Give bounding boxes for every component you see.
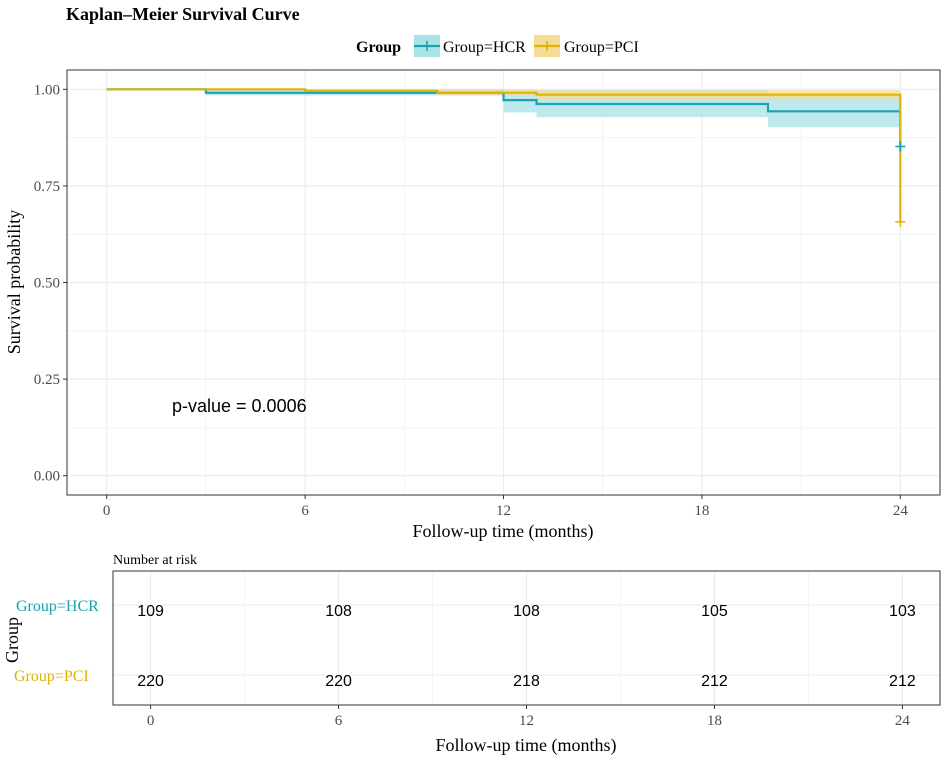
x-tick-label: 24 xyxy=(893,503,909,519)
legend-key-hcr xyxy=(414,35,440,57)
risk-cell-pci: 218 xyxy=(513,673,540,690)
risk-cell-hcr: 105 xyxy=(701,603,728,620)
confidence-band-pci xyxy=(106,89,901,106)
x-tick-label: 0 xyxy=(103,503,111,519)
risk-x-tick-label: 24 xyxy=(895,713,911,729)
risk-cell-hcr: 109 xyxy=(137,603,164,620)
risk-table-x-ticks: 0 6 12 18 24 xyxy=(147,705,911,729)
risk-x-tick-label: 0 xyxy=(147,713,155,729)
y-axis-ticks: 0.00 0.25 0.50 0.75 1.00 xyxy=(34,82,67,485)
y-tick-label: 0.00 xyxy=(34,469,60,485)
risk-table-title: Number at risk xyxy=(113,553,197,568)
risk-x-tick-label: 12 xyxy=(519,713,534,729)
p-value-annotation: p-value = 0.0006 xyxy=(172,396,307,416)
legend-label-hcr: Group=HCR xyxy=(443,39,526,56)
y-tick-label: 0.75 xyxy=(34,179,60,195)
risk-table-x-label: Follow-up time (months) xyxy=(436,735,617,756)
risk-table-cells: 109 108 108 105 103 220 220 218 212 212 xyxy=(137,603,916,690)
legend-label-pci: Group=PCI xyxy=(564,39,639,56)
risk-cell-hcr: 108 xyxy=(325,603,352,620)
x-tick-label: 6 xyxy=(301,503,309,519)
survival-lines xyxy=(106,88,902,222)
risk-table-grid xyxy=(113,571,940,705)
legend-key-pci xyxy=(534,35,560,57)
risk-cell-pci: 220 xyxy=(137,673,164,690)
y-tick-label: 1.00 xyxy=(34,82,60,98)
risk-row-label-pci: Group=PCI xyxy=(14,668,89,685)
y-tick-label: 0.25 xyxy=(34,372,60,388)
confidence-bands xyxy=(106,89,901,128)
risk-cell-pci: 212 xyxy=(701,673,728,690)
y-axis-label: Survival probability xyxy=(4,210,24,354)
x-tick-label: 18 xyxy=(694,503,709,519)
risk-cell-hcr: 103 xyxy=(889,603,916,620)
risk-table-panel: 109 108 108 105 103 220 220 218 212 212 0 6 12 18 24 xyxy=(112,570,941,729)
x-axis-ticks: 0 6 12 18 24 xyxy=(103,495,908,519)
censor-marks xyxy=(895,141,906,227)
survival-line-hcr xyxy=(106,88,902,147)
risk-cell-pci: 220 xyxy=(325,673,352,690)
censor-mark-hcr xyxy=(895,141,906,152)
survival-line-pci xyxy=(106,88,902,222)
risk-table-y-label: Group xyxy=(2,617,22,663)
km-plot-panel: 0.00 0.25 0.50 0.75 1.00 0 6 12 18 24 p-value = … xyxy=(34,69,941,519)
censor-mark-pci xyxy=(895,216,906,227)
risk-x-tick-label: 6 xyxy=(335,713,343,729)
y-tick-label: 0.50 xyxy=(34,276,60,292)
risk-x-tick-label: 18 xyxy=(707,713,722,729)
legend-title: Group xyxy=(356,39,401,56)
x-tick-label: 12 xyxy=(496,503,511,519)
risk-cell-hcr: 108 xyxy=(513,603,540,620)
x-axis-label: Follow-up time (months) xyxy=(413,521,594,542)
legend: Group Group=HCR Group=PCI xyxy=(356,35,639,57)
risk-cell-pci: 212 xyxy=(889,673,916,690)
risk-row-label-hcr: Group=HCR xyxy=(16,598,99,615)
plot-grid xyxy=(67,70,940,495)
chart-title: Kaplan–Meier Survival Curve xyxy=(66,4,300,24)
